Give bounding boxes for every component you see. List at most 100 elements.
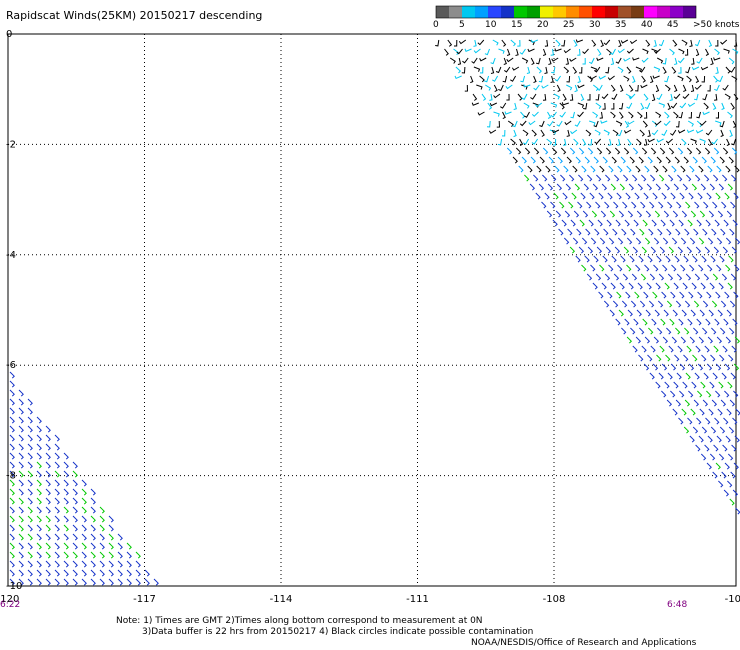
wind-barb [544,66,548,74]
wind-barb [733,93,739,101]
wind-barb [18,443,24,451]
wind-barb [667,201,673,209]
wind-barb [36,497,42,505]
wind-barb [595,102,602,109]
wind-barb [603,129,610,136]
credit-line: NOAA/NESDIS/Office of Research and Appli… [471,638,697,648]
colorbar-swatch [618,6,631,18]
wind-barb [664,111,670,119]
wind-barb [626,264,632,272]
wind-barb [505,84,513,90]
wind-barb [610,84,616,92]
wind-barb [726,138,730,147]
wind-barb [619,111,624,119]
wind-barb [693,327,699,335]
wind-barb [654,309,660,317]
wind-barb [667,273,674,281]
wind-barb [63,578,69,586]
wind-barb [628,183,635,191]
wind-barb [538,75,544,83]
grid-lines [8,34,736,586]
wind-barb [727,282,733,290]
wind-barb [686,147,693,155]
wind-barb [729,66,736,73]
wind-barb [686,129,695,133]
wind-barb [626,102,633,109]
wind-barb [9,452,15,460]
wind-barb [522,129,529,136]
wind-barb [471,102,479,106]
wind-barb [691,57,695,65]
wind-barb [677,75,684,82]
wind-barb [628,282,634,290]
wind-barb [641,147,648,155]
wind-barb [647,138,655,143]
wind-barb [731,444,737,452]
wind-barb [18,470,24,478]
wind-barb [643,363,650,371]
wind-barb [721,102,725,110]
wind-barb [81,551,87,559]
wind-barb [695,246,702,254]
y-tick-label: 0 [6,29,12,40]
wind-barb [582,48,589,55]
wind-barb [566,84,573,91]
wind-barb [727,480,733,488]
wind-barb [515,48,519,56]
wind-barb [675,300,682,308]
wind-barb [617,48,625,54]
wind-barb [704,174,710,182]
wind-barb [578,147,585,155]
wind-barb [723,219,729,227]
wind-barb [674,57,678,65]
wind-barb [471,57,478,64]
wind-barb [99,524,105,532]
wind-barb [696,111,701,119]
wind-barb [9,542,15,550]
wind-barb [593,120,599,128]
wind-barb [45,560,51,568]
wind-barb [727,183,734,191]
wind-barb [594,228,600,236]
wind-barb [108,551,114,559]
wind-barb [649,201,655,209]
wind-barb [552,219,558,227]
wind-barb [608,165,614,173]
wind-barb [9,407,15,415]
time-label-left: 6:22 [0,600,21,610]
wind-barb [596,246,603,254]
wind-barb [697,363,704,371]
wind-barb [703,201,709,209]
wind-barb [662,264,668,272]
wind-barb [687,102,696,107]
wind-barb [559,201,565,209]
wind-barb [81,542,87,550]
wind-barb [588,219,594,227]
wind-barb [573,210,580,218]
wind-barb [63,569,69,577]
wind-barb [644,102,651,110]
wind-barb [723,48,730,54]
wind-barb [693,399,700,407]
wind-barb [702,300,709,308]
wind-barb [662,165,668,173]
wind-barb [517,39,521,47]
wind-barb [524,174,530,182]
wind-barb [695,147,702,155]
wind-barb [108,569,114,577]
wind-barb [706,390,712,398]
wind-barb [622,273,629,281]
wind-barb [563,165,569,173]
wind-barb [479,66,484,74]
wind-barb [709,183,716,191]
wind-barb [493,111,500,117]
wind-barb [36,461,42,469]
wind-barb [54,479,60,487]
wind-barb [729,300,736,308]
wind-barb [675,120,680,128]
wind-barb [493,84,498,93]
wind-barb [637,111,643,119]
wind-barb [144,569,150,577]
wind-barb [715,192,721,200]
wind-barb [108,533,114,541]
